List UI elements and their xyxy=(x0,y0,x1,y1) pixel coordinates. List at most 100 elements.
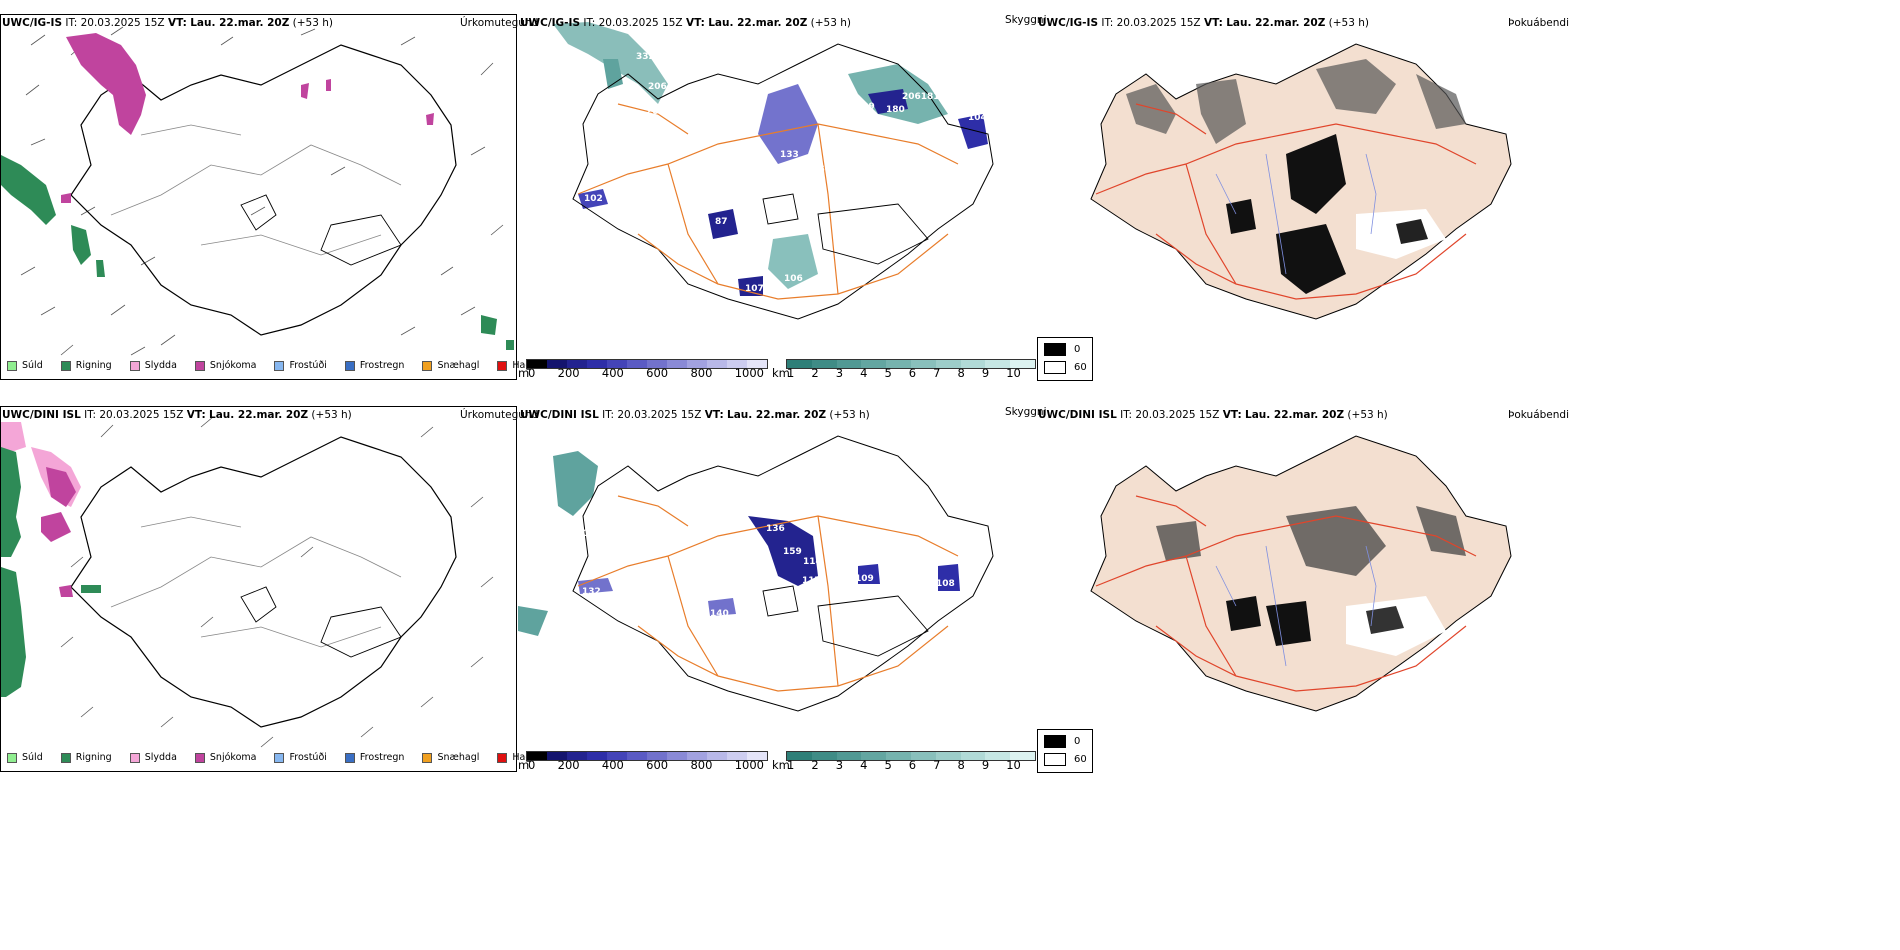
legend-swatch xyxy=(194,752,205,763)
colorbar-tick-label: 2 xyxy=(811,758,819,772)
svg-text:136: 136 xyxy=(766,524,785,534)
fog-key-label: 60 xyxy=(1074,362,1087,373)
svg-text:87: 87 xyxy=(715,217,728,227)
panel-title-cloud-bottom: Skyggni xyxy=(1005,406,1047,418)
svg-text:206: 206 xyxy=(646,107,665,117)
fog-panel-top xyxy=(1036,14,1556,354)
colorbar-segment xyxy=(787,360,812,368)
legend-label: Slydda xyxy=(144,752,177,763)
colorbar-tick-label: 600 xyxy=(646,366,669,380)
fog-key-label: 60 xyxy=(1074,754,1087,765)
colorbar-segment xyxy=(960,752,986,760)
svg-text:107: 107 xyxy=(745,284,764,294)
legend-item: Snjókoma xyxy=(194,752,257,763)
wind-barbs xyxy=(20,26,504,356)
colorbar-tick-label: 10 xyxy=(1006,758,1021,772)
colorbar-segment xyxy=(985,752,1011,760)
legend-swatch xyxy=(344,360,355,371)
colorbar-segment xyxy=(727,752,747,760)
fog-map-top xyxy=(1090,43,1512,320)
colorbar-segment xyxy=(587,752,607,760)
fog-key-swatch xyxy=(1044,753,1066,766)
legend-swatch xyxy=(344,752,355,763)
panel-title-precip-bottom: Úrkomutegund xyxy=(460,409,539,421)
fog-key-label: 0 xyxy=(1074,344,1081,355)
svg-text:104: 104 xyxy=(968,113,987,123)
legend-swatch xyxy=(497,360,508,371)
legend-swatch xyxy=(274,752,285,763)
legend-item: Snæhagl xyxy=(422,752,479,763)
legend-swatch xyxy=(194,360,205,371)
colorbar-segment xyxy=(960,360,986,368)
colorbar-segment xyxy=(687,752,707,760)
colorbar-tick-label: 600 xyxy=(646,758,669,772)
legend-item: Snæhagl xyxy=(422,360,479,371)
svg-text:151: 151 xyxy=(753,155,772,165)
fog-key-top: 0 60 xyxy=(1037,337,1093,381)
colorbar-segment xyxy=(667,360,687,368)
colorbar-tick-label: 6 xyxy=(908,366,917,380)
colorbar-tick-label: 4 xyxy=(860,758,868,772)
colorbar-segment xyxy=(667,752,687,760)
legend-label: Snjókoma xyxy=(209,360,257,371)
colorbar-tick-label: 5 xyxy=(884,366,892,380)
fog-map-bottom xyxy=(1090,435,1512,712)
fog-key-swatch xyxy=(1044,361,1066,374)
legend-item: Slydda xyxy=(129,360,177,371)
fog-key-row: 0 xyxy=(1044,343,1080,356)
cloud-visibility-map-bottom: 90 136 159 114 117 109 108 132 140 xyxy=(518,435,994,712)
svg-text:117: 117 xyxy=(802,576,821,586)
colorbar-segment xyxy=(687,360,707,368)
legend-swatch xyxy=(422,360,433,371)
visibility-ticks-top: 1 2 3 4 5 6 7 8 9 10 xyxy=(787,366,1021,380)
header-bottom-left: UWC/DINI ISL IT: 20.03.2025 15Z VT: Lau.… xyxy=(2,409,352,421)
svg-text:102: 102 xyxy=(584,194,603,204)
legend-label: Snæhagl xyxy=(437,360,480,371)
legend-item: Frostúði xyxy=(274,752,327,763)
colorbar-segment xyxy=(747,360,767,368)
fog-roads xyxy=(1095,103,1477,300)
colorbar-segment xyxy=(527,360,547,368)
cloud-base-colorbar-top xyxy=(526,359,768,369)
svg-text:159: 159 xyxy=(783,547,802,557)
colorbar-segment xyxy=(886,360,911,368)
colorbar-tick-label: 1 xyxy=(787,366,795,380)
colorbar-tick-label: 7 xyxy=(933,366,941,380)
visibility-unit-top: km xyxy=(772,366,790,380)
legend-swatch xyxy=(7,360,17,371)
legend-item: Frostúði xyxy=(274,360,327,371)
cloud-base-labels: 332 206 206 77 109 180 206181 222 104 11… xyxy=(584,52,987,294)
svg-text:180: 180 xyxy=(886,105,905,115)
colorbar-tick-label: 8 xyxy=(957,366,965,380)
colorbar-segment xyxy=(985,360,1011,368)
colorbar-tick-label: 3 xyxy=(835,366,844,380)
colorbar-segment xyxy=(647,752,667,760)
colorbar-tick-label: 800 xyxy=(690,758,713,772)
colorbar-tick-label: 9 xyxy=(981,366,990,380)
fog-key-bottom: 0 60 xyxy=(1037,729,1093,773)
iceland-outline xyxy=(572,43,994,320)
precip-type-legend-bottom: Súld Rigning Slydda Snjókoma Frostúði Frostre… xyxy=(7,752,561,763)
fog-key-row: 60 xyxy=(1044,361,1087,374)
colorbar-segment xyxy=(547,360,567,368)
colorbar-tick-label: 7 xyxy=(933,758,941,772)
header-top-middle: UWC/IG-IS IT: 20.03.2025 15Z VT: Lau. 22… xyxy=(520,17,852,29)
colorbar-segment xyxy=(527,752,547,760)
colorbar-segment xyxy=(567,360,587,368)
svg-text:115: 115 xyxy=(944,132,963,142)
legend-swatch xyxy=(7,752,17,763)
legend-item: Frostregn xyxy=(344,360,404,371)
legend-label: Frostúði xyxy=(289,360,327,371)
colorbar-segment xyxy=(627,752,647,760)
iceland-outline xyxy=(70,44,457,336)
legend-label: Snjókoma xyxy=(209,752,257,763)
cloud-visibility-map-top: 332 206 206 77 109 180 206181 222 104 11… xyxy=(553,22,994,320)
precip-type-map-top xyxy=(1,26,514,356)
colorbar-tick-label: 10 xyxy=(1006,366,1021,380)
legend-swatch xyxy=(129,752,140,763)
colorbar-segment xyxy=(935,752,961,760)
colorbar-segment xyxy=(811,752,837,760)
fog-panel-bottom xyxy=(1036,406,1556,746)
legend-item: Súld xyxy=(7,360,43,371)
svg-text:106: 106 xyxy=(806,165,825,175)
